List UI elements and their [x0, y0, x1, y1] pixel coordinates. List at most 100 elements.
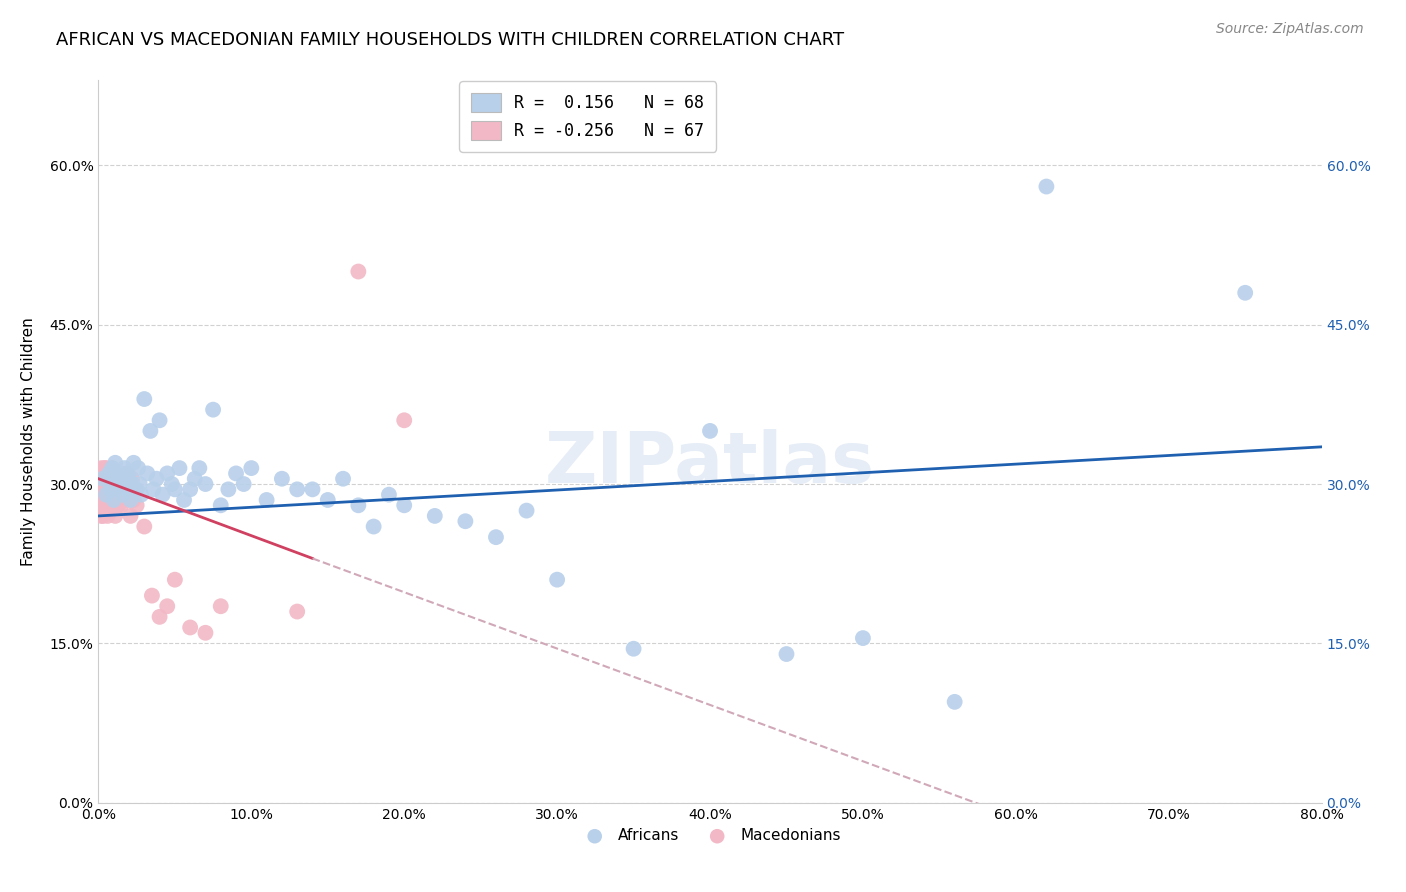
Point [115, 493, 138, 508]
Point [194, 477, 217, 491]
Point [516, 503, 538, 517]
Point [943, 695, 966, 709]
Point [852, 631, 875, 645]
Point [111, 488, 134, 502]
Point [91, 477, 114, 491]
Point [98, 477, 121, 491]
Point [225, 467, 247, 481]
Point [285, 605, 308, 619]
Point [179, 620, 201, 634]
Point [285, 483, 308, 497]
Point [149, 413, 172, 427]
Point [136, 467, 159, 481]
Point [100, 483, 122, 497]
Point [100, 467, 122, 481]
Point [301, 483, 323, 497]
Point [91, 467, 114, 481]
Point [120, 508, 142, 523]
Point [91, 483, 114, 497]
Point [623, 641, 645, 656]
Point [125, 483, 148, 497]
Point [94, 498, 117, 512]
Point [775, 647, 797, 661]
Point [89, 483, 111, 497]
Point [117, 467, 139, 481]
Point [122, 456, 145, 470]
Legend: Africans, Macedonians: Africans, Macedonians [574, 822, 846, 849]
Point [98, 493, 121, 508]
Point [134, 519, 156, 533]
Point [485, 530, 508, 544]
Point [110, 477, 132, 491]
Point [347, 498, 370, 512]
Point [173, 493, 195, 508]
Point [316, 493, 339, 508]
Point [156, 467, 179, 481]
Point [104, 456, 127, 470]
Point [112, 483, 135, 497]
Point [392, 413, 416, 427]
Point [141, 589, 163, 603]
Point [103, 472, 125, 486]
Point [454, 514, 477, 528]
Point [149, 610, 172, 624]
Point [179, 483, 201, 497]
Y-axis label: Family Households with Children: Family Households with Children [21, 318, 35, 566]
Point [184, 472, 207, 486]
Point [91, 472, 114, 486]
Point [105, 472, 128, 486]
Point [101, 461, 124, 475]
Point [94, 472, 117, 486]
Point [98, 467, 121, 481]
Point [270, 472, 292, 486]
Point [101, 493, 124, 508]
Point [93, 483, 115, 497]
Point [93, 461, 115, 475]
Point [139, 424, 162, 438]
Point [125, 498, 148, 512]
Point [163, 573, 186, 587]
Point [90, 461, 112, 475]
Point [217, 483, 239, 497]
Point [122, 493, 145, 508]
Point [93, 472, 115, 486]
Point [120, 493, 142, 508]
Point [108, 467, 131, 481]
Point [89, 498, 111, 512]
Point [209, 599, 232, 614]
Point [156, 599, 179, 614]
Point [100, 483, 122, 497]
Point [699, 424, 721, 438]
Point [160, 477, 183, 491]
Point [94, 488, 117, 502]
Point [110, 498, 132, 512]
Point [332, 472, 354, 486]
Text: ZIPatlas: ZIPatlas [546, 429, 875, 498]
Point [94, 461, 117, 475]
Point [121, 472, 143, 486]
Text: AFRICAN VS MACEDONIAN FAMILY HOUSEHOLDS WITH CHILDREN CORRELATION CHART: AFRICAN VS MACEDONIAN FAMILY HOUSEHOLDS … [56, 31, 845, 49]
Point [117, 467, 139, 481]
Point [97, 488, 120, 502]
Point [105, 483, 128, 497]
Point [103, 477, 125, 491]
Point [94, 483, 117, 497]
Point [194, 625, 217, 640]
Point [110, 488, 132, 502]
Point [169, 461, 191, 475]
Point [104, 508, 127, 523]
Point [97, 508, 120, 523]
Point [93, 493, 115, 508]
Point [1035, 179, 1057, 194]
Point [127, 461, 149, 475]
Point [108, 472, 131, 486]
Point [101, 461, 124, 475]
Point [107, 472, 129, 486]
Point [202, 402, 225, 417]
Point [145, 472, 167, 486]
Point [103, 483, 125, 497]
Point [98, 467, 121, 481]
Point [209, 498, 232, 512]
Point [90, 467, 112, 481]
Point [107, 483, 129, 497]
